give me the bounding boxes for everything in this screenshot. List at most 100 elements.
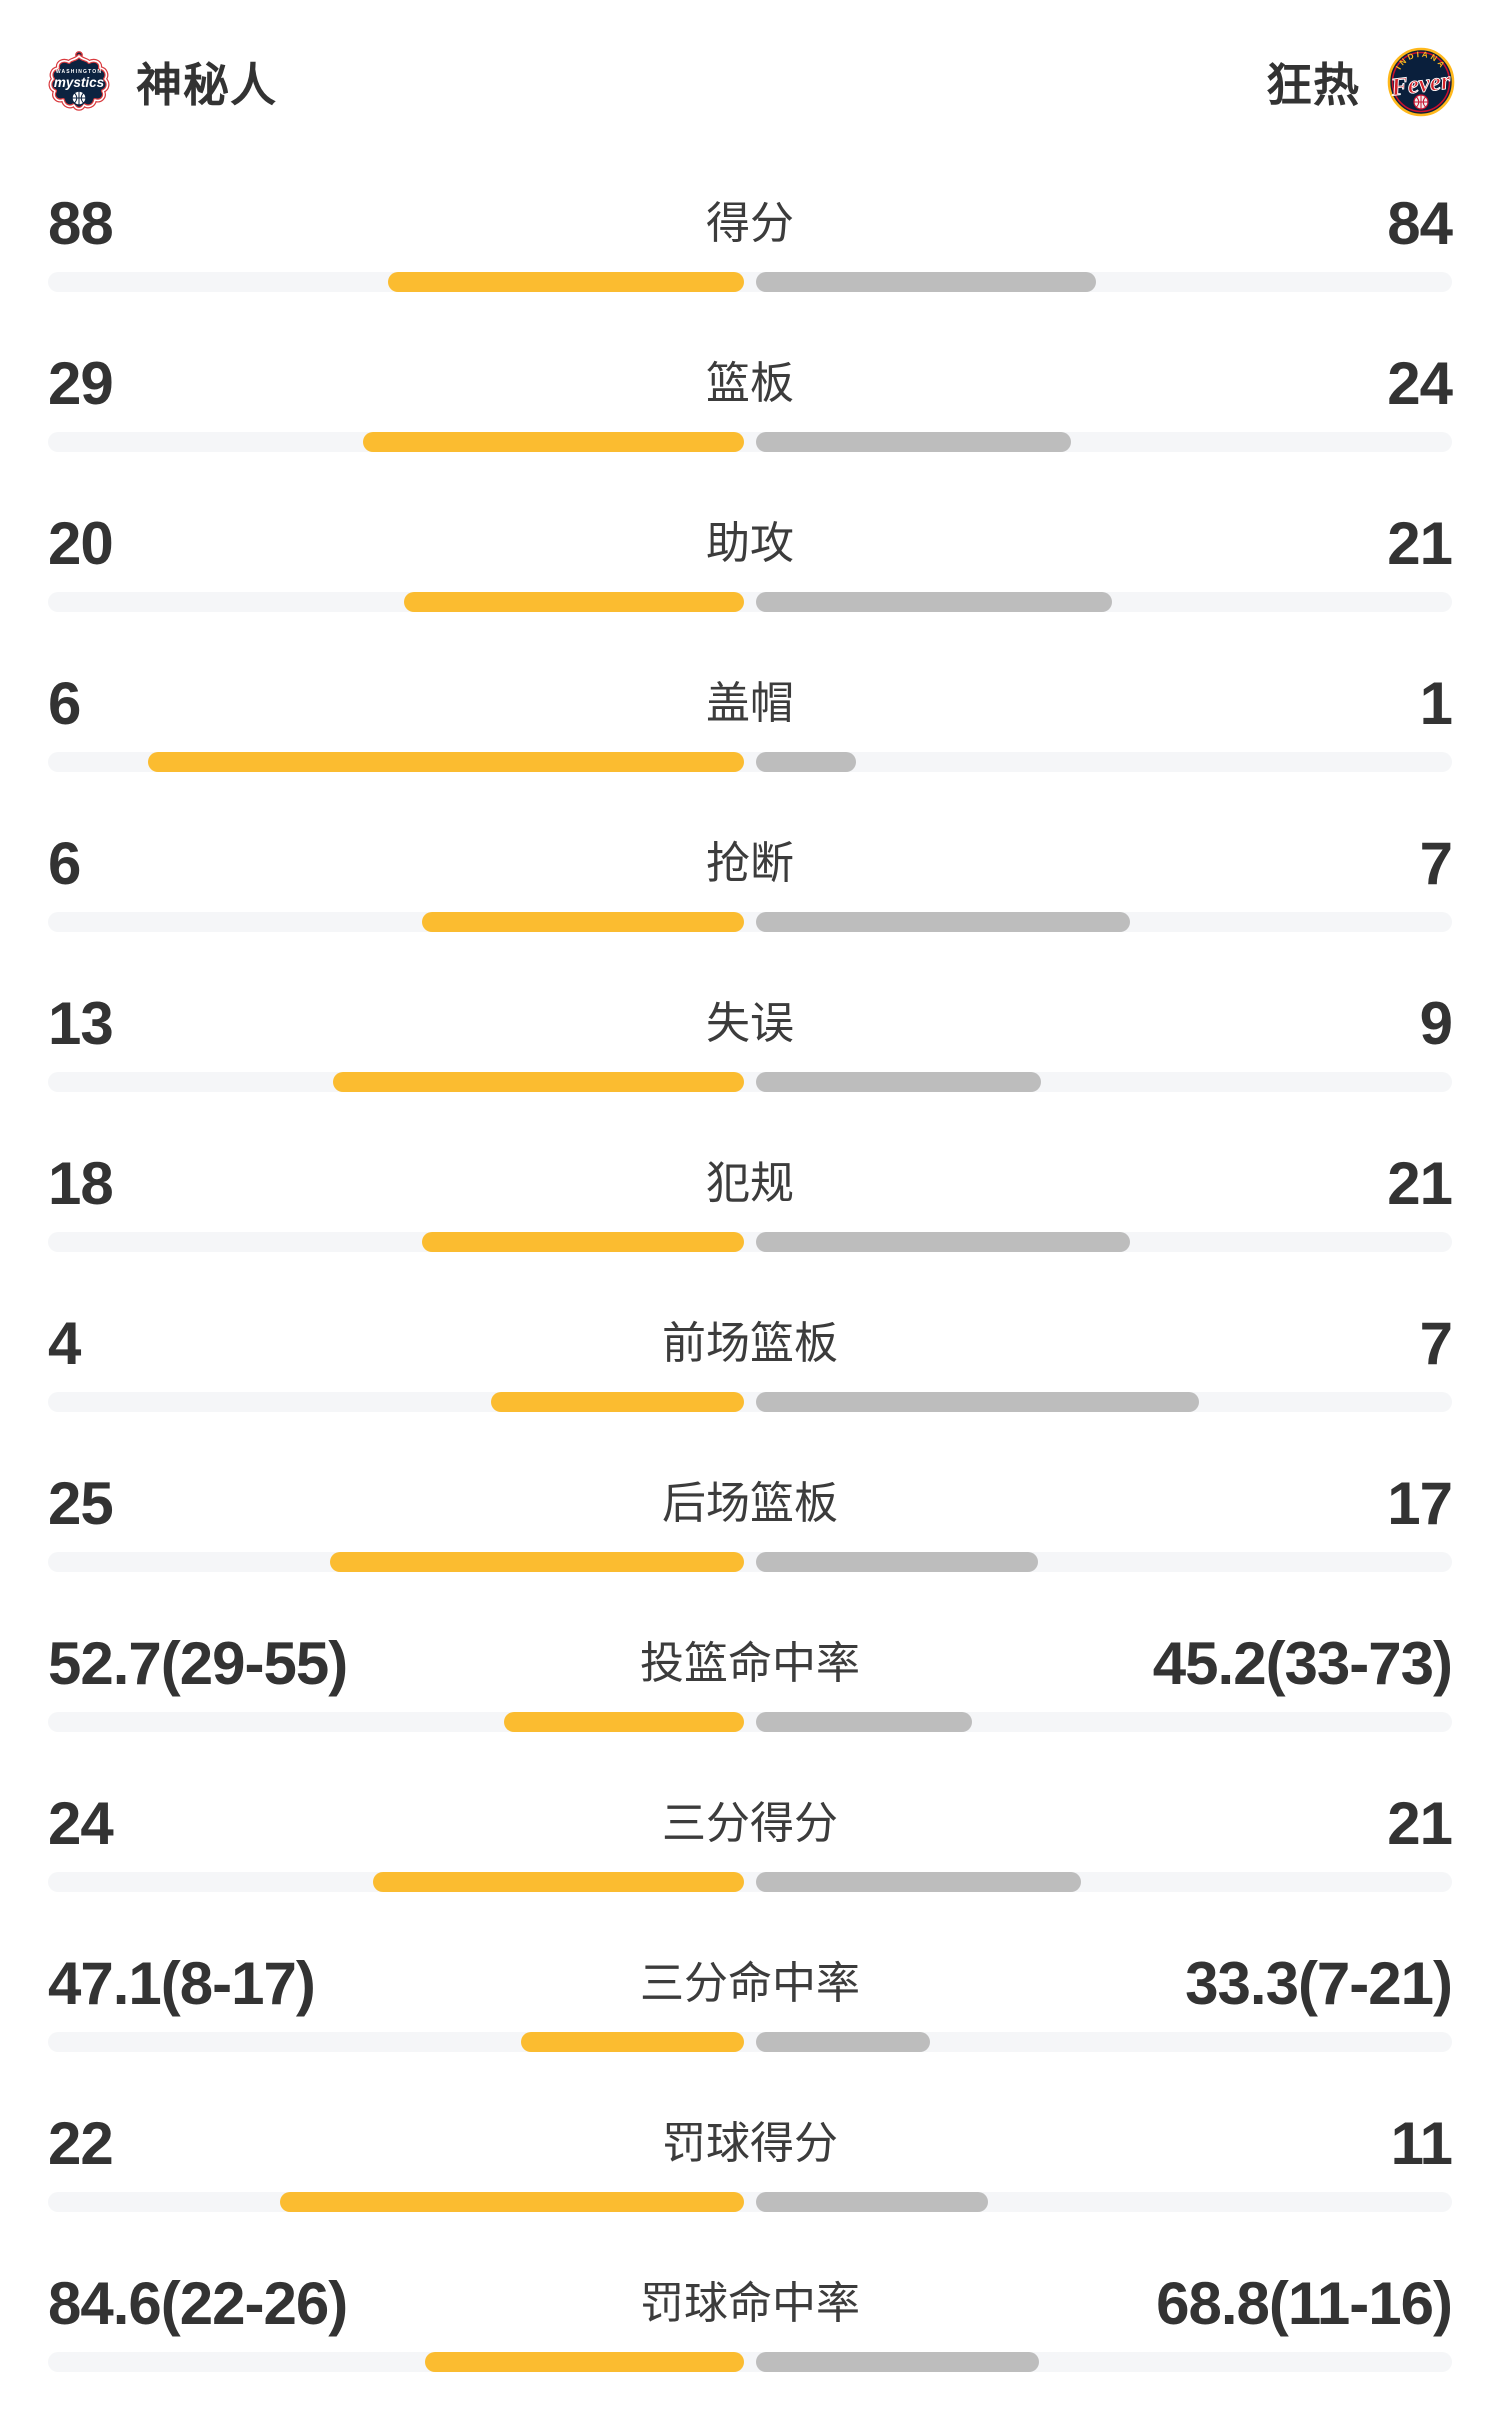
right-team-bar: [756, 1872, 1082, 1892]
stat-row: 47.1(8-17) 三分命中率 33.3(7-21): [0, 1940, 1500, 2100]
left-team-value: 52.7(29-55): [48, 1630, 348, 1697]
team-left[interactable]: WASHINGTON mystics 神秘人: [48, 49, 277, 115]
stat-label: 投篮命中率: [640, 1639, 860, 1688]
team-right-name: 狂热: [1266, 59, 1360, 111]
right-team-value: 21: [1387, 1150, 1453, 1217]
stat-row: 20 助攻 21: [0, 500, 1500, 660]
left-team-value: 18: [48, 1150, 114, 1217]
right-team-bar: [756, 2352, 1040, 2372]
right-team-bar: [756, 1232, 1131, 1252]
left-team-bar: [279, 2192, 744, 2212]
stat-row: 52.7(29-55) 投篮命中率 45.2(33-73): [0, 1620, 1500, 1780]
stat-bar-track: [48, 1232, 1452, 1252]
team-left-name: 神秘人: [136, 59, 277, 111]
right-team-value: 84: [1387, 190, 1453, 257]
left-team-bar: [422, 1232, 744, 1252]
stat-row: 4 前场篮板 7: [0, 1300, 1500, 1460]
stat-row: 29 篮板 24: [0, 340, 1500, 500]
svg-text:WASHINGTON: WASHINGTON: [56, 69, 102, 75]
left-team-bar: [363, 432, 744, 452]
right-team-value: 45.2(33-73): [1152, 1630, 1453, 1697]
right-team-bar: [756, 1552, 1038, 1572]
left-team-value: 88: [48, 190, 114, 257]
stat-row-text: 20 助攻 21: [48, 500, 1453, 592]
stat-row: 18 犯规 21: [0, 1140, 1500, 1300]
stat-bar-track: [48, 2352, 1452, 2372]
stat-bar-track: [48, 1072, 1452, 1092]
right-team-bar: [756, 1072, 1041, 1092]
stat-bar-track: [48, 1392, 1452, 1412]
stat-label: 后场篮板: [662, 1479, 838, 1528]
right-team-bar: [756, 1712, 973, 1732]
right-team-bar: [756, 1392, 1199, 1412]
stat-row-text: 84.6(22-26) 罚球命中率 68.8(11-16): [48, 2260, 1453, 2352]
stat-label: 罚球命中率: [640, 2279, 860, 2328]
stat-row: 6 抢断 7: [0, 820, 1500, 980]
right-team-value: 24: [1387, 350, 1453, 417]
stat-row-text: 29 篮板 24: [48, 340, 1453, 432]
right-team-value: 17: [1387, 1470, 1453, 1537]
stat-row-text: 25 后场篮板 17: [48, 1460, 1453, 1552]
left-team-bar: [387, 272, 744, 292]
stat-row: 13 失误 9: [0, 980, 1500, 1140]
right-team-bar: [756, 592, 1113, 612]
team-right[interactable]: 狂热 INDIANA Fever: [1266, 46, 1456, 118]
stat-label: 罚球得分: [662, 2119, 838, 2168]
stat-row-text: 18 犯规 21: [48, 1140, 1453, 1232]
left-team-bar: [521, 2032, 744, 2052]
stat-row: 25 后场篮板 17: [0, 1460, 1500, 1620]
stat-row-text: 22 罚球得分 11: [48, 2100, 1453, 2192]
stat-row-text: 6 盖帽 1: [48, 660, 1453, 752]
left-team-bar: [373, 1872, 744, 1892]
stat-label: 三分命中率: [640, 1959, 860, 2008]
stat-bar-track: [48, 1872, 1452, 1892]
fever-logo-icon: INDIANA Fever: [1387, 47, 1455, 117]
right-team-bar: [756, 2032, 930, 2052]
left-team-bar: [329, 1552, 744, 1572]
right-team-value: 7: [1419, 830, 1453, 897]
stat-bar-track: [48, 2032, 1452, 2052]
stat-row-text: 24 三分得分 21: [48, 1780, 1453, 1872]
stat-bar-track: [48, 752, 1452, 772]
stat-row-text: 4 前场篮板 7: [48, 1300, 1453, 1392]
stat-bar-track: [48, 2192, 1452, 2212]
left-team-value: 20: [48, 510, 114, 577]
svg-text:mystics: mystics: [54, 75, 105, 90]
right-team-bar: [756, 752, 856, 772]
stat-label: 得分: [706, 199, 794, 248]
stat-label: 抢断: [706, 839, 794, 888]
right-team-value: 11: [1390, 2110, 1453, 2177]
stat-bar-track: [48, 432, 1452, 452]
stat-row-text: 6 抢断 7: [48, 820, 1453, 912]
stat-row-text: 47.1(8-17) 三分命中率 33.3(7-21): [48, 1940, 1453, 2032]
stat-bar-track: [48, 1712, 1452, 1732]
stats-list: 88 得分 84 29 篮板 24 20 助攻 21: [0, 180, 1500, 2420]
left-team-value: 24: [48, 1790, 114, 1857]
right-team-value: 33.3(7-21): [1185, 1950, 1453, 2017]
left-team-value: 84.6(22-26): [48, 2270, 348, 2337]
stat-row: 24 三分得分 21: [0, 1780, 1500, 1940]
stat-row: 88 得分 84: [0, 180, 1500, 340]
stat-label: 篮板: [706, 359, 794, 408]
left-team-value: 29: [48, 350, 114, 417]
mystics-logo-icon: WASHINGTON mystics: [48, 51, 110, 111]
left-team-bar: [422, 912, 744, 932]
left-team-value: 6: [48, 830, 81, 897]
left-team-value: 25: [48, 1470, 114, 1537]
right-team-bar: [756, 272, 1096, 292]
left-team-value: 47.1(8-17): [48, 1950, 316, 2017]
right-team-value: 1: [1419, 670, 1453, 737]
right-team-value: 7: [1419, 1310, 1453, 1377]
left-team-value: 22: [48, 2110, 114, 2177]
teams-header: WASHINGTON mystics 神秘人 狂热 INDIANA Fever: [0, 0, 1500, 180]
right-team-value: 9: [1419, 990, 1453, 1057]
left-team-value: 13: [48, 990, 114, 1057]
stat-bar-track: [48, 912, 1452, 932]
stat-bar-track: [48, 1552, 1452, 1572]
stat-label: 前场篮板: [662, 1319, 838, 1368]
stat-bar-track: [48, 272, 1452, 292]
stat-label: 助攻: [706, 519, 794, 568]
stat-label: 三分得分: [662, 1799, 838, 1848]
stat-row-text: 52.7(29-55) 投篮命中率 45.2(33-73): [48, 1620, 1453, 1712]
left-team-bar: [332, 1072, 744, 1092]
